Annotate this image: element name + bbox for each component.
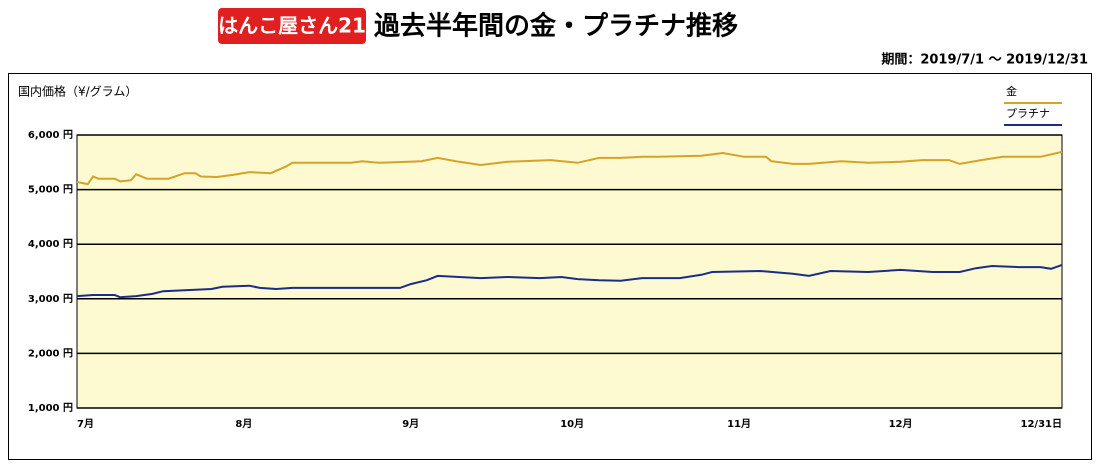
x-tick-label: 7月 <box>77 418 94 430</box>
x-tick-label: 11月 <box>727 418 751 430</box>
x-tick-label: 8月 <box>235 418 252 430</box>
x-tick-label: 9月 <box>402 418 419 430</box>
chart-title: 過去半年間の金・プラチナ推移 <box>374 11 738 42</box>
x-tick-label: 12/31日 <box>1021 418 1062 430</box>
legend-label: 金 <box>1006 84 1017 98</box>
legend-label: プラチナ <box>1006 107 1050 120</box>
y-tick-label: 5,000 円 <box>28 184 73 196</box>
y-axis-label: 国内価格（¥/グラム） <box>18 84 137 99</box>
y-tick-label: 4,000 円 <box>28 238 73 250</box>
plot-area <box>76 134 1063 409</box>
period: 期間：2019/7/1 〜 2019/12/31 <box>881 53 1088 68</box>
x-tick-label: 10月 <box>560 418 584 430</box>
y-tick-label: 1,000 円 <box>28 402 73 414</box>
series-line <box>76 150 1063 186</box>
frame <box>8 73 1092 460</box>
logo: はんこ屋さん21 <box>218 14 366 38</box>
y-tick-label: 3,000 円 <box>28 293 73 305</box>
logo-box <box>218 8 366 44</box>
x-tick-label: 12月 <box>889 418 913 430</box>
y-tick-label: 2,000 円 <box>28 347 73 359</box>
series-line <box>76 263 1063 299</box>
y-tick-label: 6,000 円 <box>28 129 73 141</box>
